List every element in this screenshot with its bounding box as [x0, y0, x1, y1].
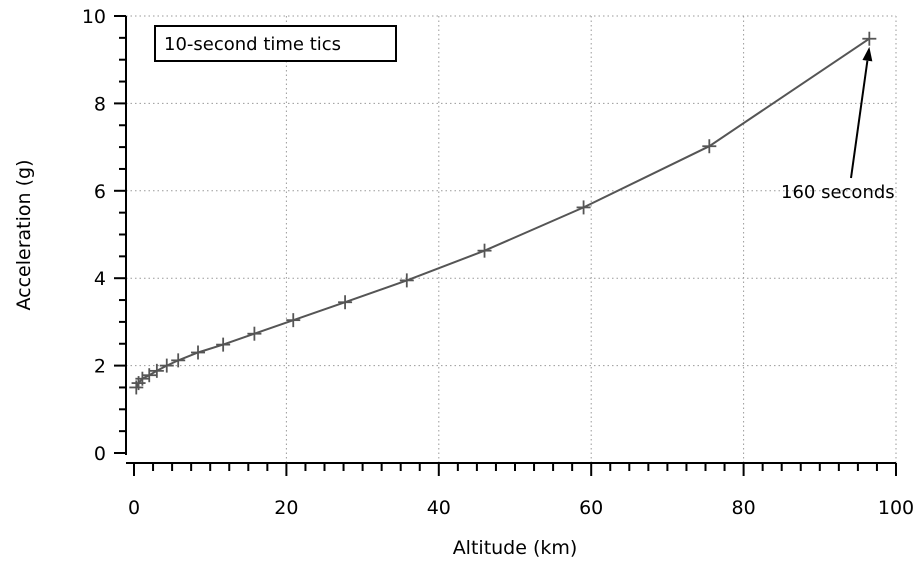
data-point [191, 345, 206, 360]
data-point [216, 337, 231, 352]
axis-ticks [114, 15, 897, 476]
y-axis-title: Acceleration (g) [13, 160, 35, 311]
data-point [159, 358, 174, 373]
y-tick-label: 2 [94, 356, 106, 378]
y-tick-label: 0 [94, 443, 106, 465]
data-point [862, 31, 877, 46]
y-tick-label: 8 [94, 93, 106, 115]
x-tick-label: 20 [274, 497, 298, 519]
legend: 10-second time tics [154, 25, 397, 62]
legend-text: 10-second time tics [164, 34, 341, 55]
data-point [149, 363, 164, 378]
annotation: 160 seconds [781, 46, 895, 203]
data-point [135, 371, 150, 386]
annotation-arrow [850, 60, 869, 179]
data-point [247, 326, 262, 341]
legend-box [154, 25, 397, 62]
y-tick-label: 6 [94, 181, 106, 203]
data-point [399, 273, 414, 288]
y-tick-label: 10 [82, 6, 106, 28]
data-point [702, 139, 717, 154]
annotation-arrowhead [862, 46, 873, 62]
y-tick-label: 4 [94, 268, 106, 290]
x-tick-label: 60 [579, 497, 603, 519]
data-series [129, 31, 877, 395]
x-tick-label: 40 [427, 497, 451, 519]
data-point [477, 243, 492, 258]
data-point [142, 368, 157, 383]
annotation-text: 160 seconds [781, 182, 895, 203]
data-point [286, 313, 301, 328]
x-tick-label: 0 [128, 497, 140, 519]
x-tick-label: 100 [878, 497, 914, 519]
series-line [135, 37, 870, 388]
data-point [338, 295, 353, 310]
data-point [576, 200, 591, 215]
x-tick-label: 80 [732, 497, 756, 519]
x-axis-title: Altitude (km) [453, 537, 578, 559]
data-point [171, 353, 186, 368]
